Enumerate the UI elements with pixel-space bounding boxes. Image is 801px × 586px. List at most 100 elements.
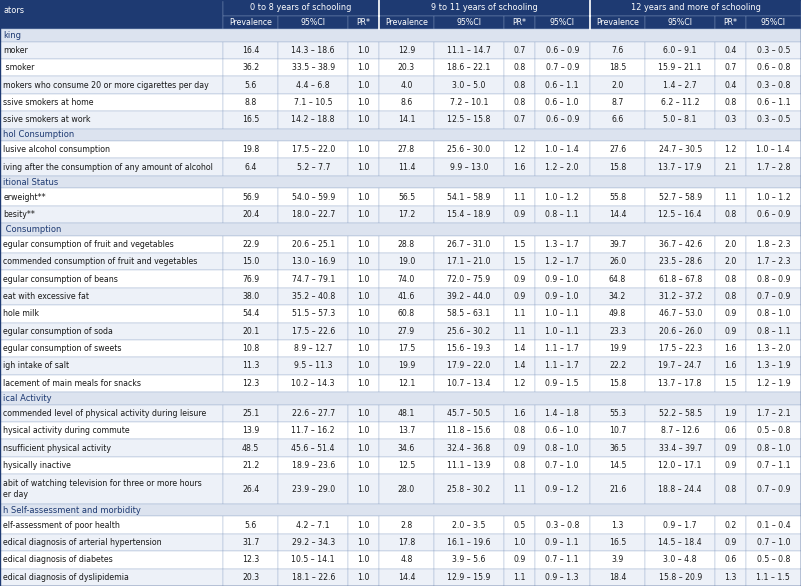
- Bar: [0, 322, 223, 340]
- Bar: [590, 253, 646, 270]
- Bar: [534, 322, 590, 340]
- Bar: [504, 404, 534, 422]
- Bar: [348, 568, 379, 586]
- Text: 0.6: 0.6: [724, 426, 736, 435]
- Text: 8.7: 8.7: [611, 98, 624, 107]
- Bar: [279, 158, 348, 176]
- Text: 12.9 – 15.9: 12.9 – 15.9: [447, 573, 491, 582]
- Text: 1.7 – 2.8: 1.7 – 2.8: [757, 163, 790, 172]
- Text: 1.1: 1.1: [513, 193, 525, 202]
- Bar: [434, 568, 504, 586]
- Text: ical Activity: ical Activity: [3, 394, 52, 403]
- Bar: [646, 236, 715, 253]
- Bar: [434, 474, 504, 504]
- Bar: [646, 16, 715, 29]
- Text: 46.7 – 53.0: 46.7 – 53.0: [658, 309, 702, 318]
- Bar: [504, 357, 534, 374]
- Bar: [646, 534, 715, 551]
- Bar: [534, 158, 590, 176]
- Bar: [646, 206, 715, 223]
- Text: 0.7 – 1.1: 0.7 – 1.1: [756, 461, 790, 470]
- Text: egular consumption of fruit and vegetables: egular consumption of fruit and vegetabl…: [3, 240, 174, 249]
- Bar: [348, 422, 379, 440]
- Bar: [504, 76, 534, 94]
- Bar: [348, 404, 379, 422]
- Bar: [504, 456, 534, 474]
- Bar: [590, 440, 646, 456]
- Text: 76.9: 76.9: [242, 275, 260, 284]
- Bar: [590, 357, 646, 374]
- Bar: [379, 568, 434, 586]
- Text: Prevalence: Prevalence: [229, 18, 272, 27]
- Text: 45.6 – 51.4: 45.6 – 51.4: [292, 444, 335, 452]
- Bar: [715, 111, 746, 128]
- Text: 74.7 – 79.1: 74.7 – 79.1: [292, 275, 335, 284]
- Bar: [646, 456, 715, 474]
- Bar: [279, 42, 348, 59]
- Text: 0.8: 0.8: [724, 485, 736, 493]
- Text: 5.2 – 7.7: 5.2 – 7.7: [296, 163, 330, 172]
- Text: 0.4: 0.4: [724, 46, 737, 55]
- Text: 1.5: 1.5: [513, 240, 525, 249]
- Bar: [279, 474, 348, 504]
- Text: 1.0: 1.0: [357, 309, 369, 318]
- Text: 17.5 – 22.3: 17.5 – 22.3: [658, 344, 702, 353]
- Bar: [379, 16, 434, 29]
- Bar: [746, 59, 801, 76]
- Bar: [348, 456, 379, 474]
- Bar: [279, 253, 348, 270]
- Bar: [434, 305, 504, 322]
- Text: 0.8 – 1.0: 0.8 – 1.0: [757, 309, 790, 318]
- Bar: [590, 0, 801, 16]
- Bar: [504, 94, 534, 111]
- Text: 11.1 – 13.9: 11.1 – 13.9: [447, 461, 491, 470]
- Bar: [646, 422, 715, 440]
- Text: 17.9 – 22.0: 17.9 – 22.0: [448, 362, 491, 370]
- Bar: [646, 111, 715, 128]
- Bar: [715, 516, 746, 534]
- Bar: [379, 158, 434, 176]
- Bar: [379, 288, 434, 305]
- Text: 72.0 – 75.9: 72.0 – 75.9: [448, 275, 490, 284]
- Text: 1.3 – 1.7: 1.3 – 1.7: [545, 240, 579, 249]
- Text: 0.3 – 0.5: 0.3 – 0.5: [757, 115, 790, 124]
- Text: 1.1 – 1.7: 1.1 – 1.7: [545, 362, 579, 370]
- Text: 0.8: 0.8: [724, 98, 736, 107]
- Bar: [646, 374, 715, 392]
- Text: 11.7 – 16.2: 11.7 – 16.2: [292, 426, 335, 435]
- Bar: [746, 111, 801, 128]
- Text: mokers who consume 20 or more cigarettes per day: mokers who consume 20 or more cigarettes…: [3, 81, 209, 90]
- Text: edical diagnosis of arterial hypertension: edical diagnosis of arterial hypertensio…: [3, 538, 162, 547]
- Bar: [534, 253, 590, 270]
- Text: 2.1: 2.1: [724, 163, 737, 172]
- Bar: [715, 188, 746, 206]
- Bar: [379, 59, 434, 76]
- Text: 33.5 – 38.9: 33.5 – 38.9: [292, 63, 335, 72]
- Text: 2.0: 2.0: [611, 81, 624, 90]
- Text: 39.2 – 44.0: 39.2 – 44.0: [447, 292, 491, 301]
- Text: 34.6: 34.6: [398, 444, 415, 452]
- Bar: [348, 94, 379, 111]
- Bar: [279, 141, 348, 158]
- Text: 1.4 – 1.8: 1.4 – 1.8: [545, 409, 579, 418]
- Bar: [504, 534, 534, 551]
- Bar: [0, 42, 223, 59]
- Bar: [379, 188, 434, 206]
- Text: 95%CI: 95%CI: [457, 18, 481, 27]
- Text: 2.8: 2.8: [400, 521, 413, 530]
- Bar: [223, 404, 279, 422]
- Bar: [223, 42, 279, 59]
- Bar: [348, 158, 379, 176]
- Bar: [534, 404, 590, 422]
- Text: 0.8: 0.8: [513, 426, 525, 435]
- Text: 1.3: 1.3: [724, 573, 737, 582]
- Bar: [646, 322, 715, 340]
- Text: itional Status: itional Status: [3, 178, 58, 186]
- Bar: [223, 94, 279, 111]
- Text: 14.5: 14.5: [609, 461, 626, 470]
- Text: 12.5: 12.5: [398, 461, 415, 470]
- Text: 20.1: 20.1: [242, 327, 260, 336]
- Bar: [379, 516, 434, 534]
- Text: 0.7: 0.7: [513, 46, 525, 55]
- Text: 17.1 – 21.0: 17.1 – 21.0: [447, 257, 491, 266]
